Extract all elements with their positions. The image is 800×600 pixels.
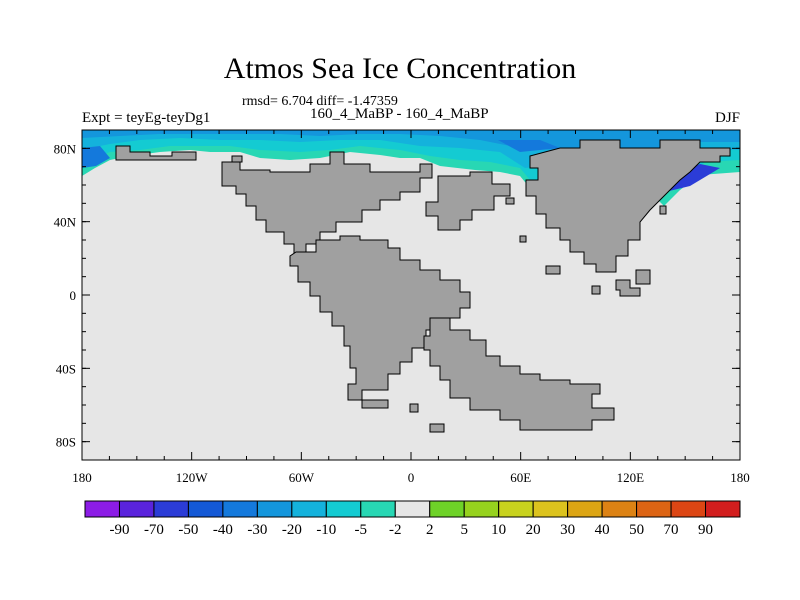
colorbar-label: -10 [316, 522, 336, 538]
y-tick-label: 40S [56, 361, 76, 376]
colorbar-box [222, 500, 258, 518]
colorbar-label: 90 [698, 522, 713, 538]
ice-band-blue [82, 130, 740, 150]
x-tick-label: 0 [408, 470, 415, 485]
x-axis: 180 120W 60W 0 60E 120E 180 [72, 130, 750, 485]
land-island-10 [505, 197, 515, 205]
colorbar-label: 5 [460, 522, 468, 538]
colorbar-label: 10 [491, 522, 506, 538]
season-label: DJF [714, 110, 740, 126]
colorbar-box [429, 500, 465, 518]
colorbar: -90 -70 -50 -40 -30 -20 -10 -5 -2 2 5 10 20 30 40 50 70 9… [84, 500, 741, 538]
ice-patch-west [82, 146, 110, 168]
land-island-1 [635, 269, 651, 285]
land-island-11 [231, 155, 243, 163]
colorbar-box [360, 500, 396, 518]
experiment-label: Expt = teyEg-teyDg1 [82, 110, 211, 126]
ice-patch-arctic [498, 140, 560, 152]
colorbar-box [705, 500, 741, 518]
colorbar-label: 2 [426, 522, 434, 538]
colorbar-label: 40 [595, 522, 610, 538]
y-tick-label: 80S [56, 435, 76, 450]
land-island-5 [361, 399, 389, 409]
x-tick-label: 60W [289, 470, 315, 485]
colorbar-box [498, 500, 534, 518]
x-tick-label: 60E [510, 470, 531, 485]
y-tick-label: 40N [54, 215, 77, 230]
colorbar-label: -5 [355, 522, 368, 538]
x-tick-label: 180 [730, 470, 750, 485]
colorbar-box [84, 500, 120, 518]
map-plot-area [81, 129, 741, 461]
colorbar-box [463, 500, 500, 518]
colorbar-label: 50 [629, 522, 644, 538]
colorbar-label: -30 [247, 522, 267, 538]
colorbar-box [532, 500, 569, 518]
land-masses [115, 139, 731, 433]
center-label: 160_4_MaBP - 160_4_MaBP [310, 106, 489, 122]
colorbar-box [670, 500, 707, 518]
colorbar-label: 20 [526, 522, 541, 538]
land-north-america [221, 151, 433, 255]
land-island-8 [519, 235, 527, 243]
land-greenland [425, 171, 511, 231]
land-island-4 [545, 265, 561, 275]
colorbar-box [256, 500, 293, 518]
land-island-9 [659, 205, 667, 215]
colorbar-label: -40 [213, 522, 233, 538]
land-island-6 [429, 423, 445, 433]
y-tick-label: 80N [54, 141, 77, 156]
colorbar-label: -2 [389, 522, 402, 538]
land-island-3 [591, 285, 601, 295]
colorbar-label: -70 [144, 522, 164, 538]
land-island-2 [615, 279, 641, 297]
colorbar-label: 30 [560, 522, 575, 538]
colorbar-box [567, 500, 603, 518]
colorbar-label: -90 [109, 522, 129, 538]
colorbar-label: 70 [664, 522, 679, 538]
chart-title: Atmos Sea Ice Concentration [223, 52, 577, 85]
chart-subtitle: rmsd= 6.704 diff= -1.47359 [242, 94, 398, 109]
colorbar-box [187, 500, 224, 518]
y-axis: 80N 40N 0 40S 80S [54, 129, 740, 461]
land-eurasia [525, 139, 731, 273]
x-tick-label: 120E [617, 470, 645, 485]
colorbar-box [153, 500, 189, 518]
land-arctic-island-west [115, 145, 197, 161]
land-pangaea-central [289, 235, 471, 401]
colorbar-box [636, 500, 672, 518]
x-tick-label: 120W [176, 470, 209, 485]
colorbar-box [291, 500, 327, 518]
colorbar-box [118, 500, 155, 518]
colorbar-label: -50 [178, 522, 198, 538]
colorbar-box [394, 500, 431, 518]
land-island-7 [409, 403, 419, 413]
y-tick-label: 0 [70, 288, 77, 303]
colorbar-box [601, 500, 638, 518]
x-tick-label: 180 [72, 470, 92, 485]
colorbar-box [325, 500, 362, 518]
land-gondwana [423, 317, 615, 431]
colorbar-label: -20 [282, 522, 302, 538]
